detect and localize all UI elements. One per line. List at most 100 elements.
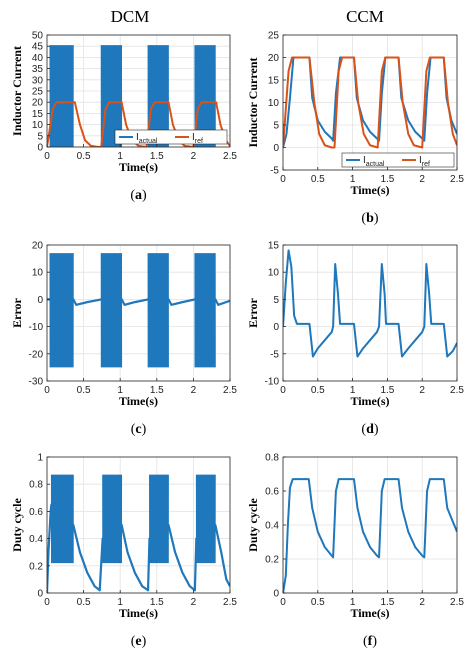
legend-sub: ref: [422, 161, 430, 168]
x-tick-label: 1.5: [150, 597, 164, 608]
y-tick-label: 15: [268, 241, 280, 252]
y-tick-label: 25: [32, 87, 44, 98]
plot-area: [283, 249, 457, 358]
x-tick-label: 2: [419, 385, 425, 396]
x-tick-label: 2: [191, 385, 197, 396]
series-line-ref: [283, 56, 457, 149]
x-tick-label: 1: [117, 385, 123, 396]
legend-name: I: [192, 132, 195, 143]
x-tick-label: 0.5: [311, 174, 325, 185]
x-axis-label: Time(s): [350, 606, 389, 620]
plot-area: [283, 478, 457, 593]
plot-area: [283, 56, 457, 149]
y-axis-label: Error: [246, 297, 260, 327]
legend-sub: actual: [139, 138, 158, 145]
y-tick-label: 1: [37, 453, 43, 464]
x-tick-label: 1: [117, 151, 123, 162]
series-line-ref: [47, 101, 230, 147]
y-tick-label: 45: [32, 42, 44, 53]
y-tick-label: 0: [37, 143, 43, 154]
x-tick-label: 0.5: [311, 597, 325, 608]
x-tick-label: 0.5: [77, 597, 91, 608]
chart-f: 0 0.5 1 1.5 2 2.5 0 0.2 0.4 0.6 0.8 Time(s) Duty cyc…: [246, 453, 464, 650]
legend-sub: ref: [195, 138, 203, 145]
legend-name: I: [136, 132, 139, 143]
series-oscillation: [195, 474, 216, 564]
x-axis-label: Time(s): [119, 160, 158, 174]
y-tick-label: 20: [32, 241, 44, 252]
plot-frame: [282, 244, 458, 382]
plot-frame: [46, 244, 231, 382]
y-tick-label: 15: [32, 109, 44, 120]
y-tick-label: 30: [32, 75, 44, 86]
series-oscillation: [194, 253, 216, 368]
panel-label: (f): [363, 634, 377, 649]
x-tick-label: 2: [419, 174, 425, 185]
panel-letter: f: [368, 634, 373, 649]
series-line-error: [283, 249, 457, 358]
y-tick-label: 5: [37, 131, 43, 142]
panel-letter: e: [135, 634, 141, 649]
x-tick-label: 2.5: [450, 597, 464, 608]
column-title-ccm: CCM: [346, 7, 384, 26]
x-tick-label: 0.5: [77, 151, 91, 162]
series-oscillation: [147, 253, 169, 368]
series-oscillation: [149, 474, 169, 564]
legend-entry-ref: Iref: [192, 132, 203, 145]
legend-box: [341, 152, 455, 168]
y-tick-label: 20: [268, 53, 280, 64]
legend-name: I: [363, 155, 366, 166]
y-tick-label: -10: [29, 322, 44, 333]
y-tick-label: -10: [265, 377, 280, 388]
y-tick-label: -30: [29, 377, 44, 388]
x-tick-label: 1.5: [380, 385, 394, 396]
y-tick-label: 10: [268, 98, 280, 109]
y-tick-label: -20: [29, 349, 44, 360]
y-tick-label: 40: [32, 53, 44, 64]
y-axis-label: Inductor Current: [10, 46, 24, 136]
panel-label: (e): [131, 634, 147, 649]
x-tick-label: 1.5: [380, 597, 394, 608]
panel-letter: b: [366, 211, 374, 226]
panel-letter: a: [135, 188, 142, 203]
y-tick-label: 0.6: [29, 507, 43, 518]
y-tick-label: 0.4: [29, 534, 43, 545]
series-oscillation: [50, 474, 74, 564]
series-oscillation: [100, 45, 123, 147]
y-tick-label: 50: [32, 31, 44, 42]
y-tick-label: 20: [32, 98, 44, 109]
legend: Iactual Iref: [114, 129, 228, 145]
y-axis-label: Inductor Current: [246, 58, 260, 148]
x-tick-label: 2.5: [223, 385, 237, 396]
y-tick-label: 0.2: [265, 555, 279, 566]
column-title-dcm: DCM: [111, 7, 150, 26]
plot-area: [47, 474, 230, 593]
panel-letter: d: [366, 422, 374, 437]
x-tick-label: 1: [117, 597, 123, 608]
x-tick-label: 1.5: [150, 385, 164, 396]
x-tick-label: 1: [350, 174, 356, 185]
y-tick-label: 0.2: [29, 561, 43, 572]
x-tick-label: 1: [350, 597, 356, 608]
y-tick-label: -5: [270, 166, 279, 177]
x-tick-label: 0.5: [77, 385, 91, 396]
y-axis-label: Duty cycle: [10, 498, 24, 552]
series-oscillation: [102, 474, 123, 564]
legend: Iactual Iref: [341, 152, 455, 168]
plot-frame: [46, 456, 231, 594]
y-tick-label: 5: [273, 295, 279, 306]
series-line-duty: [283, 478, 457, 593]
panel-label: (c): [131, 422, 147, 437]
y-tick-label: 25: [268, 31, 280, 42]
chart-c: 0 0.5 1 1.5 2 2.5 -30 -20 -10 0 10 20 Time(s) Error (c…: [10, 241, 237, 438]
panel-label: (d): [361, 422, 378, 437]
y-tick-label: 10: [32, 120, 44, 131]
x-axis-label: Time(s): [119, 606, 158, 620]
y-tick-label: 15: [268, 76, 280, 87]
chart-b: 0 0.5 1 1.5 2 2.5-50510152025Time(s)Inductor …: [246, 31, 464, 227]
x-tick-label: 0: [44, 385, 50, 396]
y-tick-label: 0.8: [29, 480, 43, 491]
